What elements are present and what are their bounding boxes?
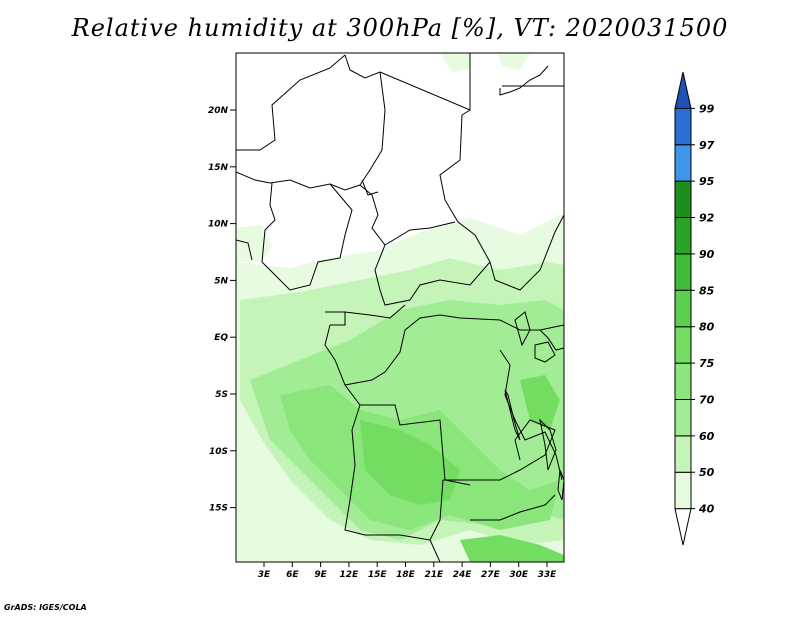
colorbar-label: 75 xyxy=(699,357,715,370)
colorbar-label: 80 xyxy=(699,321,715,334)
colorbar-label: 90 xyxy=(699,248,715,261)
colorbar-label: 99 xyxy=(699,102,715,115)
colorbar-label: 95 xyxy=(699,175,715,188)
colorbar-segment xyxy=(674,107,692,146)
lon-tick-label: 15E xyxy=(368,570,388,580)
credit-label: GrADS: IGES/COLA xyxy=(4,603,87,612)
lon-tick-label: 21E xyxy=(424,570,444,580)
colorbar-label: 97 xyxy=(699,139,715,152)
lat-tick-label: 5S xyxy=(215,390,228,400)
humidity-contour-85-east xyxy=(520,375,560,430)
colorbar-label: 92 xyxy=(699,212,715,225)
humidity-field xyxy=(236,53,564,562)
lat-tick-label: 15S xyxy=(209,504,228,514)
lat-tick-label: 20N xyxy=(208,106,229,116)
humidity-contour-50-west xyxy=(236,225,272,262)
lon-tick-label: 33E xyxy=(538,570,558,580)
lon-tick-label: 12E xyxy=(340,570,360,580)
colorbar-segment xyxy=(674,326,692,364)
lon-tick-label: 18E xyxy=(396,570,416,580)
colorbar-segment xyxy=(674,217,692,255)
lakes xyxy=(504,311,564,501)
colorbar: 40 50 60 70 75 80 85 90 92 95 97 99 xyxy=(674,71,715,546)
colorbar-segment xyxy=(674,508,692,546)
longitude-axis: 3E 6E 9E 12E 15E 18E 21E 24E 27E 30E 33E xyxy=(258,562,557,580)
lat-tick-label: EQ xyxy=(214,333,228,343)
colorbar-segment xyxy=(674,180,692,219)
lon-tick-label: 27E xyxy=(481,570,501,580)
map-title: Relative humidity at 300hPa [%], VT: 202… xyxy=(71,14,729,42)
colorbar-segment xyxy=(674,144,692,182)
map-frame xyxy=(235,52,565,563)
lat-tick-label: 10N xyxy=(208,220,229,230)
colorbar-segment xyxy=(674,398,692,437)
humidity-contour-85 xyxy=(360,420,460,505)
colorbar-segment xyxy=(674,435,692,473)
colorbar-label: 70 xyxy=(699,393,715,406)
lat-tick-label: 10S xyxy=(209,447,228,457)
colorbar-segment xyxy=(674,289,692,328)
colorbar-segment xyxy=(674,362,692,400)
colorbar-label: 40 xyxy=(698,503,715,516)
colorbar-label: 50 xyxy=(699,466,715,479)
colorbar-label: 60 xyxy=(699,430,715,443)
latitude-axis: 20N 15N 10N 5N EQ 5S 10S 15S xyxy=(208,106,236,514)
colorbar-segment xyxy=(674,471,692,510)
country-borders xyxy=(236,53,564,562)
lat-tick-label: 5N xyxy=(214,276,228,286)
lon-tick-label: 6E xyxy=(286,570,299,580)
humidity-contour-50-north xyxy=(440,53,530,72)
colorbar-segment xyxy=(674,253,692,291)
colorbar-label: 85 xyxy=(699,284,715,297)
humidity-contour-85-south xyxy=(460,535,564,562)
lat-tick-label: 15N xyxy=(208,163,229,173)
lon-tick-label: 30E xyxy=(509,570,529,580)
lon-tick-label: 9E xyxy=(314,570,327,580)
colorbar-segment xyxy=(674,71,692,109)
lon-tick-label: 24E xyxy=(453,570,473,580)
lon-tick-label: 3E xyxy=(258,570,271,580)
